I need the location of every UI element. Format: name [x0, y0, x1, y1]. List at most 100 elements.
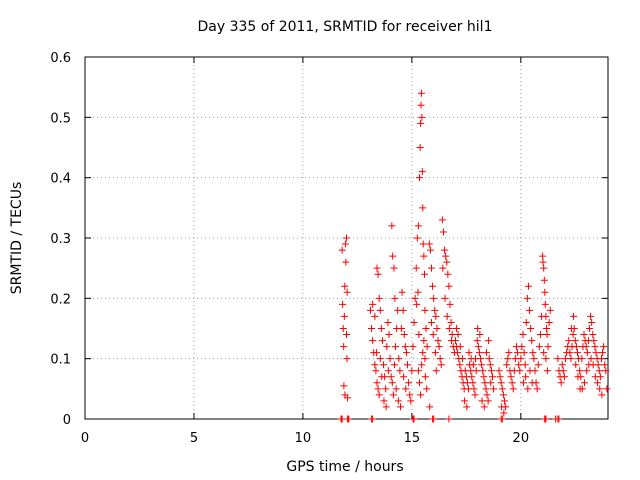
- data-point: [420, 252, 428, 260]
- data-point: [420, 337, 428, 345]
- x-axis-label: GPS time / hours: [286, 459, 403, 475]
- data-point: [421, 373, 429, 381]
- data-point: [426, 403, 434, 411]
- data-point: [384, 367, 392, 375]
- data-point: [387, 373, 395, 381]
- data-point: [463, 403, 471, 411]
- data-point: [546, 306, 554, 314]
- data-point: [571, 337, 579, 345]
- data-point: [340, 312, 348, 320]
- data-point: [411, 294, 419, 302]
- data-point: [539, 252, 547, 260]
- data-point: [589, 331, 597, 339]
- data-point: [454, 331, 462, 339]
- data-point: [567, 325, 575, 332]
- data-point: [473, 337, 481, 345]
- data-point: [427, 318, 435, 326]
- data-point: [507, 373, 515, 381]
- x-tick-label: 0: [81, 431, 89, 446]
- data-point: [415, 331, 423, 339]
- data-point: [461, 397, 469, 405]
- data-point: [476, 331, 484, 339]
- data-point: [373, 349, 381, 357]
- data-point: [469, 361, 477, 369]
- data-point: [340, 343, 348, 351]
- data-point: [417, 119, 425, 127]
- y-tick-label: 0: [63, 413, 71, 428]
- data-point: [399, 306, 407, 314]
- data-point: [392, 343, 400, 351]
- data-point: [376, 355, 384, 363]
- data-point: [578, 355, 586, 363]
- data-point: [539, 258, 547, 266]
- data-point: [439, 264, 447, 272]
- data-point: [441, 246, 449, 254]
- data-point: [540, 264, 548, 272]
- data-point: [371, 312, 379, 320]
- data-point: [339, 300, 347, 308]
- data-point: [406, 391, 414, 399]
- data-point: [534, 361, 542, 369]
- data-point: [485, 337, 493, 345]
- data-point: [498, 415, 506, 423]
- data-point: [416, 379, 424, 387]
- data-point: [535, 343, 543, 351]
- data-point: [431, 306, 439, 314]
- data-point: [478, 397, 486, 405]
- data-point: [573, 349, 581, 357]
- data-point: [498, 403, 506, 411]
- data-point: [418, 113, 426, 121]
- data-point: [416, 174, 424, 182]
- data-point: [597, 355, 605, 363]
- data-point: [595, 367, 603, 375]
- data-point: [599, 349, 607, 357]
- data-point: [380, 397, 388, 405]
- data-point: [591, 373, 599, 381]
- data-points: [337, 89, 611, 423]
- data-point: [395, 355, 403, 363]
- data-point: [427, 264, 435, 272]
- data-point: [402, 349, 410, 357]
- data-point: [416, 144, 424, 151]
- data-point: [474, 325, 482, 332]
- data-point: [398, 288, 406, 296]
- data-point: [480, 403, 488, 411]
- data-point: [429, 282, 437, 290]
- data-point: [453, 325, 461, 332]
- data-point: [544, 343, 552, 351]
- data-point: [569, 331, 577, 339]
- data-point: [377, 325, 385, 332]
- data-point: [410, 318, 418, 326]
- data-point: [423, 343, 431, 351]
- data-point: [389, 252, 397, 260]
- data-point: [340, 382, 348, 390]
- data-point: [589, 361, 597, 369]
- data-point: [522, 318, 530, 326]
- data-point: [519, 331, 527, 339]
- data-point: [528, 337, 536, 345]
- data-point: [431, 349, 439, 357]
- data-point: [529, 349, 537, 357]
- y-tick-label: 0.4: [50, 172, 71, 187]
- data-point: [378, 337, 386, 345]
- data-point: [432, 312, 440, 320]
- data-point: [587, 355, 595, 363]
- data-point: [523, 294, 531, 302]
- data-point: [389, 391, 397, 399]
- data-point: [442, 252, 450, 260]
- data-point: [504, 355, 512, 363]
- data-point: [396, 367, 404, 375]
- data-point: [555, 415, 563, 423]
- data-point: [419, 204, 427, 212]
- data-point: [371, 361, 379, 369]
- data-point: [423, 385, 431, 393]
- data-point: [572, 361, 580, 369]
- data-point: [385, 331, 393, 339]
- data-point: [483, 391, 491, 399]
- data-point: [407, 397, 415, 405]
- data-point: [378, 373, 386, 381]
- data-point: [441, 294, 449, 302]
- data-point: [495, 367, 503, 375]
- data-point: [580, 379, 588, 387]
- data-point: [422, 325, 430, 332]
